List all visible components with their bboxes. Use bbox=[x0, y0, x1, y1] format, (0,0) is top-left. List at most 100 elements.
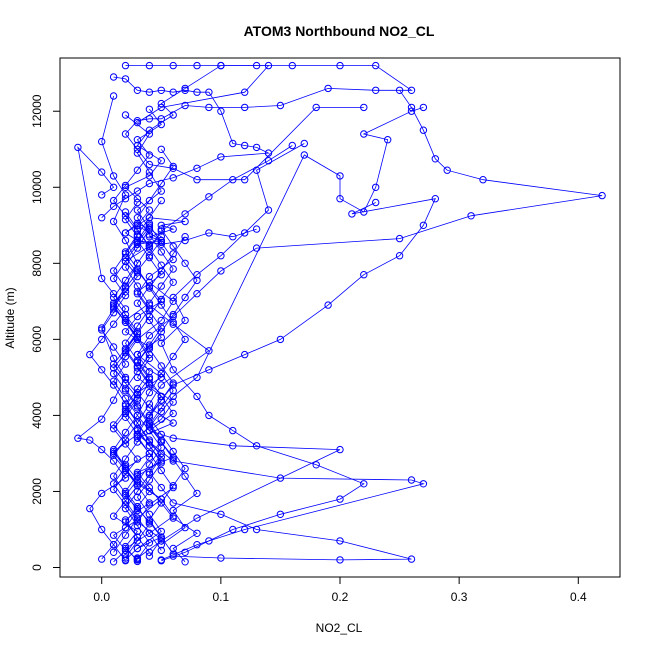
data-point bbox=[133, 468, 142, 477]
y-tick-label: 12000 bbox=[30, 94, 44, 128]
data-point bbox=[169, 162, 177, 171]
data-point bbox=[133, 364, 142, 372]
data-point bbox=[133, 290, 142, 298]
data-point bbox=[145, 130, 154, 138]
data-point bbox=[121, 181, 130, 190]
data-point bbox=[348, 210, 356, 218]
data-point bbox=[145, 442, 154, 450]
data-point bbox=[205, 366, 213, 374]
data-point bbox=[109, 217, 118, 226]
data-point bbox=[121, 345, 130, 353]
data-point bbox=[145, 421, 154, 429]
data-point bbox=[109, 92, 118, 100]
data-point bbox=[229, 176, 237, 184]
data-point bbox=[169, 312, 177, 321]
data-point bbox=[121, 474, 130, 482]
data-point bbox=[145, 299, 154, 307]
data-point bbox=[169, 506, 177, 515]
data-point bbox=[109, 172, 118, 180]
data-point bbox=[133, 267, 142, 275]
data-point bbox=[193, 373, 201, 382]
data-point bbox=[145, 449, 154, 458]
data-point bbox=[145, 461, 154, 469]
data-point bbox=[109, 299, 118, 307]
data-point bbox=[145, 419, 154, 427]
data-point bbox=[145, 413, 154, 421]
data-point bbox=[145, 331, 154, 340]
data-point bbox=[133, 350, 142, 359]
series-line bbox=[124, 198, 436, 553]
data-point bbox=[121, 328, 130, 336]
data-point bbox=[121, 516, 130, 524]
series-line bbox=[124, 65, 270, 561]
data-point bbox=[169, 88, 177, 96]
data-point bbox=[109, 457, 118, 465]
data-point bbox=[109, 343, 118, 351]
data-point bbox=[264, 206, 273, 214]
data-point bbox=[157, 225, 166, 233]
data-point bbox=[121, 208, 130, 216]
data-point bbox=[264, 157, 273, 165]
data-point bbox=[181, 316, 189, 325]
data-point bbox=[121, 339, 130, 347]
data-point bbox=[336, 195, 344, 203]
data-point bbox=[157, 221, 166, 230]
data-point bbox=[121, 316, 130, 325]
data-point bbox=[109, 472, 118, 480]
data-point bbox=[336, 445, 344, 454]
data-point bbox=[121, 248, 130, 256]
data-point bbox=[121, 236, 130, 245]
data-point bbox=[133, 425, 142, 433]
data-point bbox=[145, 375, 154, 383]
data-point bbox=[169, 320, 177, 328]
data-point bbox=[133, 506, 142, 515]
data-point bbox=[98, 489, 106, 498]
data-point bbox=[109, 548, 118, 556]
data-point bbox=[145, 253, 154, 262]
data-point bbox=[133, 328, 142, 336]
data-point bbox=[133, 166, 142, 174]
series-line bbox=[124, 149, 174, 559]
data-point bbox=[109, 354, 118, 363]
data-point bbox=[133, 514, 142, 522]
data-point bbox=[98, 324, 106, 332]
series-10 bbox=[157, 139, 368, 565]
data-point bbox=[133, 358, 142, 366]
data-point bbox=[145, 518, 154, 526]
data-point bbox=[145, 436, 154, 444]
data-point bbox=[109, 202, 118, 211]
data-point bbox=[169, 447, 177, 456]
data-point bbox=[169, 550, 177, 558]
data-point bbox=[241, 229, 249, 237]
data-point bbox=[145, 529, 154, 537]
data-point bbox=[205, 347, 213, 355]
data-point bbox=[145, 168, 154, 176]
data-point bbox=[157, 453, 166, 461]
data-point bbox=[241, 103, 249, 112]
data-point bbox=[133, 555, 142, 563]
series-23 bbox=[145, 233, 201, 549]
data-point bbox=[121, 111, 130, 119]
data-point bbox=[360, 271, 368, 279]
data-point bbox=[121, 276, 130, 285]
data-point bbox=[145, 179, 154, 188]
data-point bbox=[133, 373, 142, 382]
series-line bbox=[124, 65, 413, 181]
data-point bbox=[121, 455, 130, 463]
data-point bbox=[133, 527, 142, 536]
data-point bbox=[145, 368, 154, 376]
series-line bbox=[101, 76, 271, 218]
series-line bbox=[125, 114, 425, 561]
data-point bbox=[157, 316, 166, 325]
data-point bbox=[145, 219, 154, 228]
data-point bbox=[157, 99, 166, 108]
data-point bbox=[205, 537, 213, 545]
data-point bbox=[109, 396, 118, 404]
data-point bbox=[98, 214, 106, 222]
data-point bbox=[133, 198, 142, 207]
data-point bbox=[86, 350, 94, 359]
data-point bbox=[193, 489, 201, 498]
data-point bbox=[133, 396, 142, 404]
data-point bbox=[157, 86, 166, 95]
data-point bbox=[133, 231, 142, 239]
